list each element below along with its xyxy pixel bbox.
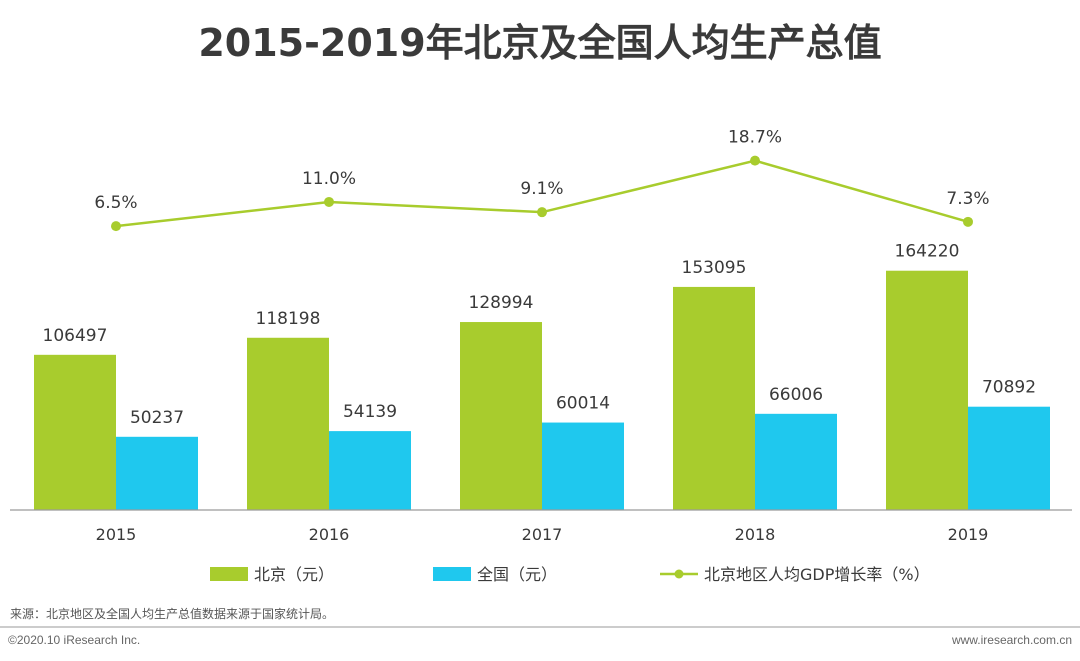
bar-label-national-2016: 54139 (343, 402, 397, 422)
bar-label-national-2018: 66006 (769, 385, 823, 405)
source-note: 来源：北京地区及全国人均生产总值数据来源于国家统计局。 (10, 606, 334, 621)
bar-label-national-2015: 50237 (130, 408, 184, 428)
bar-label-beijing-2018: 153095 (682, 258, 747, 278)
growth-point-2016 (324, 196, 334, 207)
growth-line-group: 6.5% 11.0% 9.1% 18.7% 7.3% (94, 128, 990, 232)
legend-label-beijing: 北京（元） (254, 565, 334, 584)
legend-label-growth: 北京地区人均GDP增长率（%） (704, 565, 930, 584)
chart-title: 2015-2019年北京及全国人均生产总值 (198, 21, 881, 65)
x-tick-label-2019: 2019 (948, 525, 989, 544)
bar-national-2019 (968, 406, 1050, 510)
growth-point-2019 (963, 216, 973, 227)
x-tick-label-2018: 2018 (735, 525, 776, 544)
bar-beijing-2015 (34, 354, 116, 510)
growth-label-2018: 18.7% (728, 128, 782, 148)
bar-label-national-2017: 60014 (556, 394, 610, 414)
x-tick-label-2017: 2017 (522, 525, 563, 544)
growth-label-2019: 7.3% (946, 189, 989, 209)
bar-label-national-2019: 70892 (982, 378, 1036, 398)
website: www.iresearch.com.cn (951, 633, 1072, 647)
growth-point-2017 (537, 207, 547, 218)
bar-beijing-2018 (673, 286, 755, 510)
bar-beijing-2017 (460, 322, 542, 510)
legend-swatch-beijing (210, 567, 248, 581)
bar-label-beijing-2017: 128994 (469, 293, 534, 313)
bar-national-2015 (116, 436, 198, 510)
bar-national-2016 (329, 431, 411, 510)
legend-marker-growth (674, 569, 684, 579)
bar-national-2017 (542, 422, 624, 510)
bar-beijing-2016 (247, 337, 329, 510)
bar-group (34, 270, 1050, 510)
copyright: ©2020.10 iResearch Inc. (8, 633, 140, 647)
legend-label-national: 全国（元） (477, 565, 557, 584)
growth-point-2015 (111, 221, 121, 232)
growth-label-2016: 11.0% (302, 169, 356, 189)
bar-label-beijing-2016: 118198 (256, 309, 321, 329)
growth-label-2017: 9.1% (520, 179, 563, 199)
legend: 北京（元） 全国（元） 北京地区人均GDP增长率（%） (210, 565, 930, 584)
bar-label-beijing-2015: 106497 (43, 326, 108, 346)
bar-beijing-2019 (886, 270, 968, 510)
bar-national-2018 (755, 413, 837, 510)
growth-label-2015: 6.5% (94, 193, 137, 213)
bar-label-beijing-2019: 164220 (895, 242, 960, 262)
x-tick-label-2015: 2015 (96, 525, 137, 544)
growth-point-2018 (750, 155, 760, 166)
legend-swatch-national (433, 567, 471, 581)
bar-label-group: 106497 50237 118198 54139 128994 60014 153095 6… (43, 242, 1037, 428)
x-tick-group: 2015 2016 2017 2018 2019 (96, 525, 989, 544)
x-tick-label-2016: 2016 (309, 525, 350, 544)
